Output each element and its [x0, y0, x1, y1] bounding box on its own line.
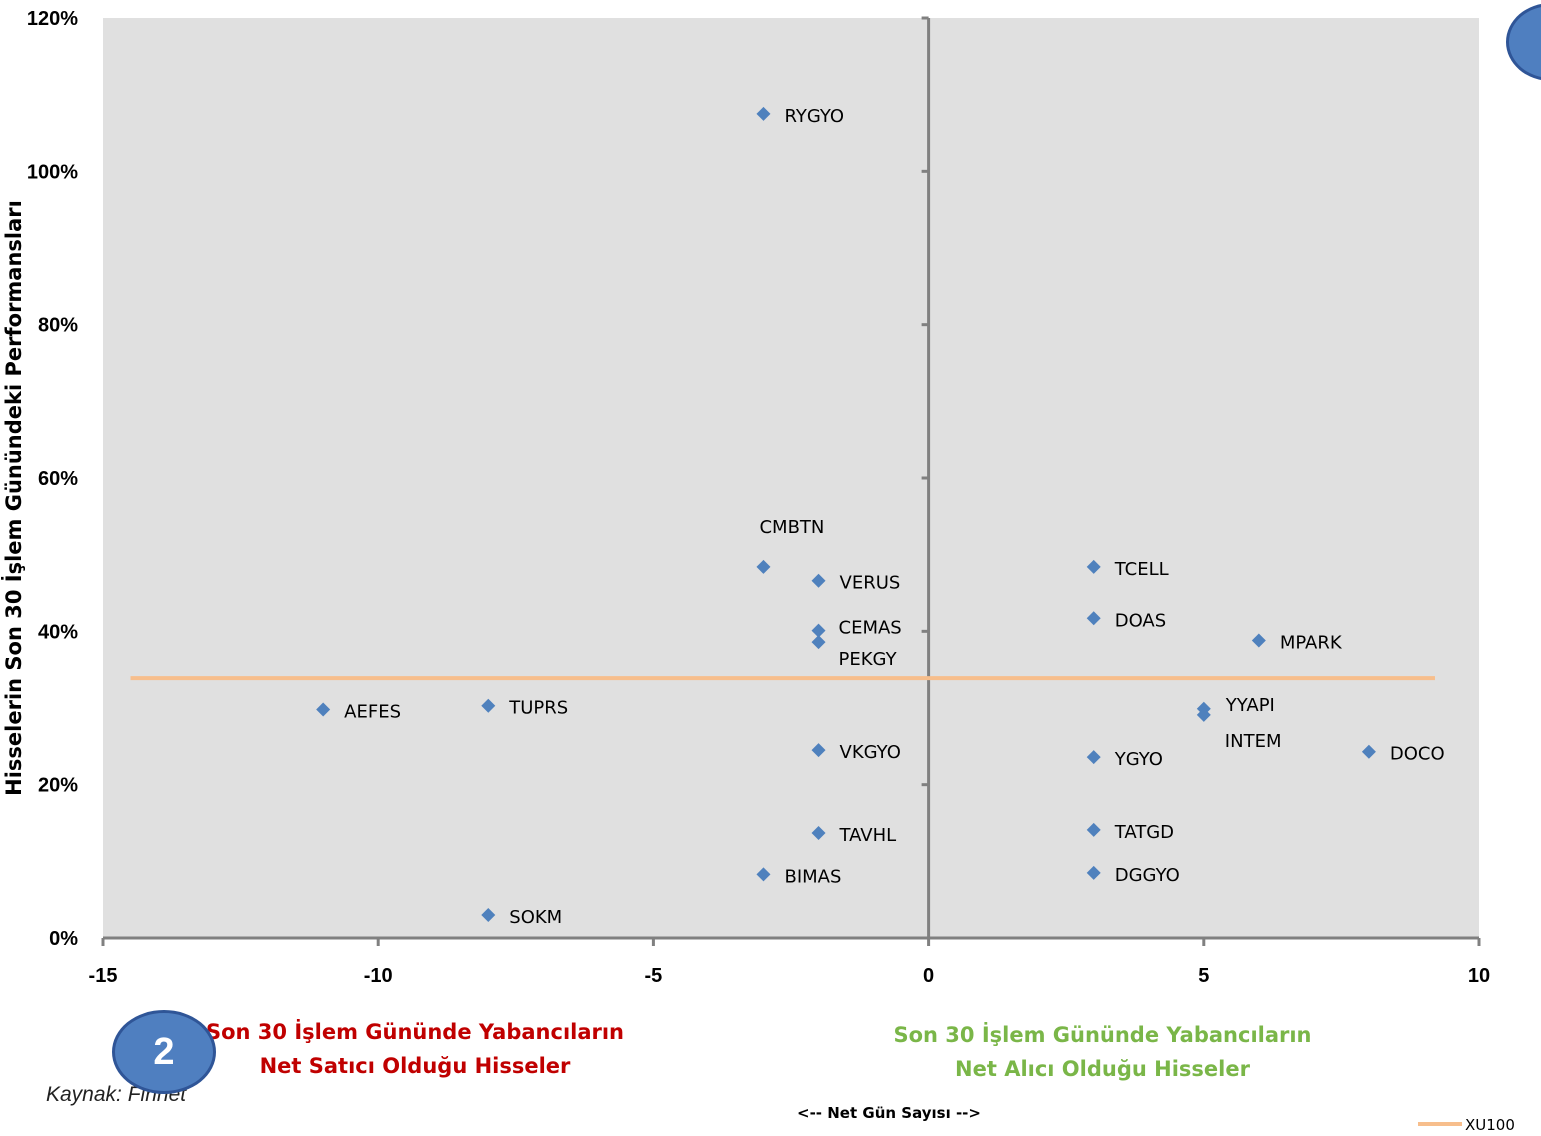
data-label-aefes: AEFES — [344, 702, 401, 723]
data-label-tavhl: TAVHL — [839, 825, 897, 846]
x-tick-label: -10 — [364, 965, 393, 987]
data-point-intem — [1196, 707, 1211, 722]
data-label-cmbtn: CMBTN — [759, 517, 824, 538]
x-tick-label: -5 — [645, 965, 663, 987]
plot-area — [103, 18, 1479, 938]
y-tick-label: 40% — [38, 621, 78, 643]
data-point-cemas — [811, 623, 826, 638]
data-point-rygyo — [756, 106, 771, 121]
data-label-tuprs: TUPRS — [508, 698, 568, 719]
caption-net-buyer-line1: Son 30 İşlem Gününde Yabancıların — [893, 1023, 1312, 1047]
legend: XU100 — [1418, 1116, 1515, 1134]
data-point-pekgy — [811, 635, 826, 650]
y-tick-label: 20% — [38, 775, 78, 797]
data-point-sokm — [481, 908, 496, 922]
y-tick-label: 120% — [27, 8, 78, 30]
data-label-doas: DOAS — [1115, 610, 1166, 631]
data-label-ygyo: YGYO — [1114, 749, 1163, 770]
data-point-cmbtn — [756, 559, 771, 574]
caption-net-seller: Son 30 İşlem Gününde Yabancıların Net Sa… — [205, 1015, 625, 1083]
data-point-bimas — [756, 867, 771, 882]
y-tick-label: 0% — [49, 928, 78, 950]
data-point-dggyo — [1086, 865, 1101, 880]
caption-net-seller-line1: Son 30 İşlem Gününde Yabancıların — [205, 1020, 625, 1044]
y-tick-label: 60% — [38, 468, 78, 490]
data-label-tatgd: TATGD — [1114, 822, 1174, 843]
data-point-tavhl — [811, 825, 826, 840]
data-label-intem: INTEM — [1225, 731, 1282, 752]
caption-net-seller-line2: Net Satıcı Olduğu Hisseler — [259, 1054, 571, 1078]
data-label-rygyo: RYGYO — [784, 106, 844, 127]
data-point-tcell — [1086, 559, 1101, 574]
data-label-doco: DOCO — [1390, 744, 1445, 765]
y-tick-label: 100% — [27, 161, 78, 183]
x-tick-label: 5 — [1198, 965, 1209, 987]
data-label-dggyo: DGGYO — [1115, 865, 1180, 886]
y-axis-label: Hisselerin Son 30 İşlem Günündeki Perfor… — [1, 200, 26, 796]
number-badge: 2 — [112, 1010, 216, 1094]
data-point-tatgd — [1086, 822, 1101, 837]
data-label-bimas: BIMAS — [784, 866, 841, 887]
data-point-tuprs — [481, 698, 496, 713]
data-label-sokm: SOKM — [509, 907, 562, 928]
data-label-cemas: CEMAS — [839, 618, 902, 639]
caption-net-buyer-line2: Net Alıcı Olduğu Hisseler — [955, 1057, 1250, 1081]
data-point-doco — [1361, 744, 1376, 759]
data-point-mpark — [1251, 633, 1266, 648]
caption-net-buyer: Son 30 İşlem Gününde Yabancıların Net Al… — [890, 1018, 1315, 1086]
data-point-doas — [1086, 611, 1101, 626]
x-tick-label: -15 — [89, 965, 118, 987]
x-axis-label: <-- Net Gün Sayısı --> — [797, 1104, 981, 1122]
x-tick-label: 10 — [1468, 965, 1490, 987]
legend-label-xu100: XU100 — [1465, 1116, 1515, 1134]
data-point-aefes — [316, 702, 331, 717]
data-label-yyapi: YYAPI — [1225, 695, 1275, 716]
data-label-tcell: TCELL — [1114, 559, 1169, 580]
x-tick-label: 0 — [923, 965, 934, 987]
data-label-pekgy: PEKGY — [839, 649, 898, 670]
y-tick-label: 80% — [38, 315, 78, 337]
data-label-vkgyo: VKGYO — [840, 742, 901, 763]
data-point-verus — [811, 573, 826, 588]
data-point-vkgyo — [811, 743, 826, 758]
data-label-mpark: MPARK — [1280, 633, 1343, 654]
data-point-ygyo — [1086, 750, 1101, 765]
data-label-verus: VERUS — [840, 573, 901, 594]
